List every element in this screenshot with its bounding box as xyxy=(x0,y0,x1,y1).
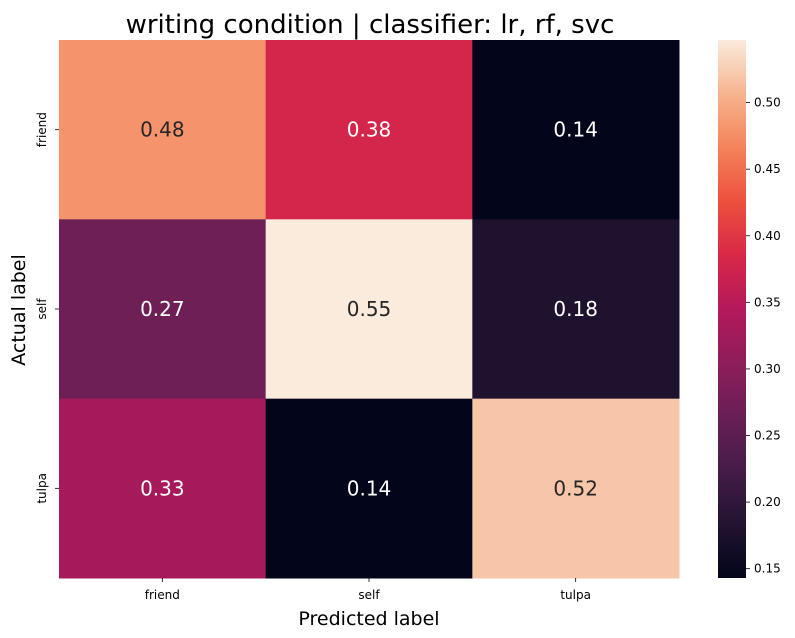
heatmap-cell xyxy=(265,398,473,579)
colorbar-tick-label: 0.45 xyxy=(754,162,781,176)
y-tick-label: friend xyxy=(35,112,49,147)
heatmap-cell xyxy=(59,219,267,400)
heatmap-cell-label: 0.52 xyxy=(553,476,598,500)
heatmap-cells xyxy=(59,40,680,579)
x-axis-title: Predicted label xyxy=(298,608,439,630)
chart-title: writing condition | classifier: lr, rf, … xyxy=(126,10,615,40)
y-tick-label: tulpa xyxy=(35,473,49,504)
y-axis-title: Actual label xyxy=(8,254,30,366)
colorbar-tick-label: 0.35 xyxy=(754,295,781,309)
colorbar-tick-label: 0.40 xyxy=(754,229,781,243)
heatmap-cell-label: 0.14 xyxy=(553,118,598,142)
x-tick-label: tulpa xyxy=(560,588,591,602)
heatmap-cell-label: 0.33 xyxy=(140,476,185,500)
colorbar-tick-label: 0.20 xyxy=(754,495,781,509)
colorbar-tick-label: 0.15 xyxy=(754,562,781,576)
heatmap-cell xyxy=(472,219,680,400)
colorbar xyxy=(718,40,746,578)
x-axis-ticks: friend self tulpa xyxy=(145,578,591,602)
x-tick-label: friend xyxy=(145,588,180,602)
heatmap-cell-labels: 0.48 0.38 0.14 0.27 0.55 0.18 0.33 0.14 0.52 xyxy=(140,118,598,501)
colorbar-ticks: 0.15 0.20 0.25 0.30 0.35 0.40 0.45 0.50 xyxy=(746,96,781,576)
y-tick-label: self xyxy=(35,298,49,320)
colorbar-tick-label: 0.30 xyxy=(754,362,781,376)
heatmap-cell xyxy=(472,398,680,579)
heatmap-cell-label: 0.14 xyxy=(347,476,392,500)
heatmap-cell-label: 0.27 xyxy=(140,297,185,321)
heatmap-cell xyxy=(265,219,473,400)
heatmap-cell xyxy=(59,40,267,220)
y-axis-ticks: friend self tulpa xyxy=(35,112,59,504)
heatmap-cell-label: 0.18 xyxy=(553,297,598,321)
x-tick-label: self xyxy=(358,588,380,602)
heatmap-cell-label: 0.55 xyxy=(347,297,392,321)
heatmap-cell xyxy=(59,398,267,579)
colorbar-tick-label: 0.50 xyxy=(754,96,781,110)
heatmap-cell xyxy=(472,40,680,220)
heatmap-cell-label: 0.38 xyxy=(347,118,392,142)
colorbar-tick-label: 0.25 xyxy=(754,429,781,443)
heatmap-cell-label: 0.48 xyxy=(140,118,185,142)
heatmap-cell xyxy=(265,40,473,220)
